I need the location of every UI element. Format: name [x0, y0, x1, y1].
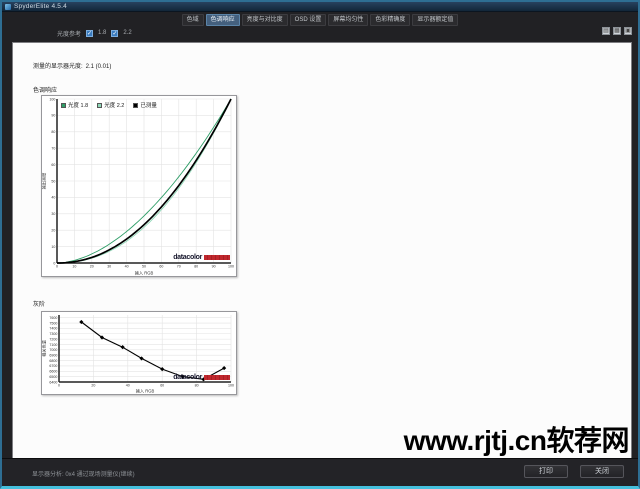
svg-text:50: 50: [51, 179, 55, 183]
gamma-reference-label: 光度参考: [57, 31, 82, 38]
tab-0[interactable]: 色域: [181, 14, 204, 26]
grayscale-section-title: 灰阶: [33, 302, 46, 308]
toolbar-icons: ▤ ▦ ▣: [602, 27, 632, 35]
legend-item: 光度 2.2: [97, 101, 124, 109]
svg-text:40: 40: [51, 196, 55, 200]
tab-4[interactable]: 屏幕均匀性: [328, 14, 369, 26]
datacolor-logo-red-bar: [204, 255, 230, 260]
legend-label: 光度 2.2: [104, 103, 125, 109]
svg-text:10: 10: [51, 245, 55, 249]
status-bar: 显示器分析: 0x4 通过现场测量仪(继续) 打印 关闭: [2, 458, 638, 486]
legend-item: 已测量: [133, 101, 157, 109]
svg-text:7300: 7300: [49, 332, 57, 336]
svg-text:0: 0: [58, 384, 60, 388]
svg-text:90: 90: [51, 114, 55, 118]
svg-text:80: 80: [194, 265, 198, 269]
svg-text:输入 RGB: 输入 RGB: [135, 269, 154, 276]
svg-text:6500: 6500: [49, 375, 57, 379]
gamma-checkbox-1.8[interactable]: ✓: [86, 29, 94, 37]
grid-panel-icon[interactable]: ▦: [613, 27, 621, 35]
svg-text:7500: 7500: [49, 321, 57, 325]
datacolor-logo: datacolor: [173, 374, 230, 381]
legend-swatch-icon: [133, 102, 139, 108]
gamma-checkbox-2.2[interactable]: ✓: [111, 29, 119, 37]
grayscale-chart: 0 20 40 60 80 100 6400 6500 6600 6700 6800 6900 7000…: [41, 311, 237, 395]
datacolor-logo: datacolor: [173, 254, 230, 261]
window-title: SpyderElite 4.5.4: [14, 3, 67, 10]
status-text: 显示器分析: 0x4 通过现场测量仪(继续): [32, 472, 135, 478]
svg-text:40: 40: [126, 384, 130, 388]
legend-label: 光度 1.8: [68, 103, 89, 109]
svg-text:80: 80: [195, 384, 199, 388]
svg-text:6600: 6600: [49, 370, 57, 374]
gamma-reference-row: 光度参考 ✓ 1.8 ✓ 2.2: [57, 28, 132, 38]
gamma-checkbox-label: 2.2: [123, 30, 132, 36]
tab-1[interactable]: 色调响应: [205, 14, 240, 26]
tone-response-chart: 0 10 20 30 40 50 60 70 80 90 100 0 10 20 30 40 50 60 70 80 9…: [41, 95, 237, 277]
svg-text:7600: 7600: [49, 316, 57, 320]
svg-text:20: 20: [51, 229, 55, 233]
measured-gamma-value: 2.1 (0.01): [85, 64, 112, 70]
svg-text:30: 30: [107, 265, 111, 269]
tab-6[interactable]: 显示器额定值: [412, 14, 459, 26]
legend-item: 光度 1.8: [61, 101, 88, 109]
close-button[interactable]: 关闭: [580, 465, 624, 478]
svg-text:0: 0: [53, 261, 55, 265]
svg-text:90: 90: [212, 265, 216, 269]
datacolor-logo-red-bar: [204, 375, 230, 380]
svg-text:6400: 6400: [49, 380, 57, 384]
svg-text:40: 40: [125, 265, 129, 269]
chart-svg: 0 10 20 30 40 50 60 70 80 90 100 0 10 20 30 40 50 60 70 80 9…: [42, 97, 234, 276]
print-button[interactable]: 打印: [524, 465, 568, 478]
svg-text:100: 100: [228, 265, 234, 269]
report-panel-icon[interactable]: ▣: [624, 27, 632, 35]
tone-response-section-title: 色调响应: [33, 88, 58, 94]
gamma-checkbox-label: 1.8: [98, 30, 107, 36]
svg-text:6700: 6700: [49, 364, 57, 368]
svg-text:输出亮度: 输出亮度: [42, 172, 48, 190]
svg-text:6800: 6800: [49, 359, 57, 363]
svg-text:30: 30: [51, 212, 55, 216]
chart-legend: 光度 1.8 光度 2.2 已测量: [61, 101, 157, 109]
svg-text:输入 RGB: 输入 RGB: [136, 387, 155, 394]
analysis-tab-bar: 色域 色调响应 亮度与对比度 OSD 设置 屏幕均匀性 色彩精确度 显示器额定值: [2, 14, 638, 26]
datacolor-logo-text: datacolor: [173, 374, 202, 381]
svg-text:60: 60: [51, 163, 55, 167]
svg-text:100: 100: [49, 97, 55, 101]
gamma-options: ✓ 1.8 ✓ 2.2: [86, 29, 132, 37]
svg-text:20: 20: [90, 265, 94, 269]
title-bar: SpyderElite 4.5.4: [2, 2, 638, 12]
measured-gamma-line: 测量的显示器光度: 2.1 (0.01): [33, 61, 111, 70]
svg-text:20: 20: [91, 384, 95, 388]
svg-text:60: 60: [159, 265, 163, 269]
svg-text:相关色温: 相关色温: [42, 339, 48, 357]
svg-text:7200: 7200: [49, 337, 57, 341]
svg-text:100: 100: [228, 384, 234, 388]
svg-text:50: 50: [142, 265, 146, 269]
svg-text:6900: 6900: [49, 354, 57, 358]
legend-label: 已测量: [140, 103, 157, 109]
svg-text:0: 0: [56, 265, 58, 269]
svg-text:7400: 7400: [49, 327, 57, 331]
chart-panel-icon[interactable]: ▤: [602, 27, 610, 35]
tab-3[interactable]: OSD 设置: [289, 14, 327, 26]
legend-swatch-icon: [61, 102, 66, 108]
app-icon: [5, 3, 11, 10]
svg-text:7000: 7000: [49, 348, 57, 352]
svg-text:70: 70: [51, 147, 55, 151]
svg-text:60: 60: [160, 384, 164, 388]
report-page: 测量的显示器光度: 2.1 (0.01) 色调响应 0 10 20 30 40 50 60 70…: [12, 42, 632, 460]
svg-text:7100: 7100: [49, 343, 57, 347]
tab-2[interactable]: 亮度与对比度: [241, 14, 288, 26]
datacolor-logo-text: datacolor: [173, 254, 202, 261]
measured-gamma-label: 测量的显示器光度:: [33, 64, 83, 70]
legend-swatch-icon: [97, 102, 103, 108]
svg-text:80: 80: [51, 130, 55, 134]
svg-text:10: 10: [72, 265, 76, 269]
svg-text:70: 70: [177, 265, 181, 269]
tab-5[interactable]: 色彩精确度: [370, 14, 411, 26]
site-watermark: www.rjtj.cn软荐网: [403, 425, 630, 456]
